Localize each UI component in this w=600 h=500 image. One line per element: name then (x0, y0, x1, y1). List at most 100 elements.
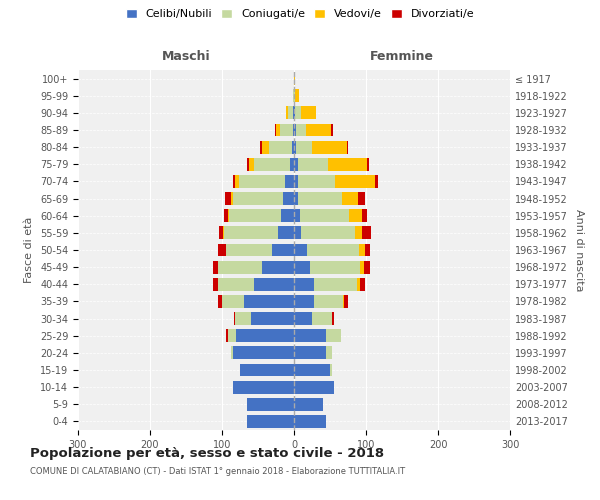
Bar (212, 260, 218, 274)
Bar (294, 312, 312, 325)
Bar (294, 106, 295, 120)
Bar (286, 106, 287, 120)
Bar (296, 124, 306, 136)
Bar (294, 244, 307, 256)
Bar (230, 192, 233, 205)
Bar (314, 278, 358, 290)
Bar (247, 415, 294, 428)
Bar (300, 210, 349, 222)
Bar (233, 312, 235, 325)
Bar (343, 295, 344, 308)
Bar (235, 312, 251, 325)
Bar (294, 226, 301, 239)
Bar (298, 175, 335, 188)
Bar (294, 295, 314, 308)
Bar (262, 140, 269, 153)
Bar (294, 175, 298, 188)
Bar (275, 124, 276, 136)
Bar (269, 140, 292, 153)
Bar (301, 106, 316, 120)
Bar (226, 244, 272, 256)
Bar (294, 72, 295, 85)
Bar (296, 140, 312, 153)
Bar (235, 175, 239, 188)
Bar (331, 124, 333, 136)
Bar (294, 140, 296, 153)
Bar (332, 312, 334, 325)
Bar (218, 244, 226, 256)
Bar (358, 278, 359, 290)
Y-axis label: Anni di nascita: Anni di nascita (574, 209, 584, 291)
Bar (224, 210, 228, 222)
Bar (233, 192, 283, 205)
Bar (358, 192, 365, 205)
Bar (212, 278, 218, 290)
Bar (362, 226, 371, 239)
Bar (294, 90, 295, 102)
Bar (223, 226, 224, 239)
Bar (298, 158, 328, 170)
Bar (254, 278, 294, 290)
Bar (301, 226, 355, 239)
Bar (230, 346, 233, 360)
Bar (294, 380, 334, 394)
Bar (233, 175, 235, 188)
Bar (294, 364, 330, 376)
Bar (312, 140, 347, 153)
Bar (218, 278, 254, 290)
Bar (294, 346, 326, 360)
Bar (287, 106, 293, 120)
Bar (222, 295, 244, 308)
Bar (280, 124, 293, 136)
Bar (254, 158, 290, 170)
Bar (294, 124, 296, 136)
Bar (349, 210, 362, 222)
Bar (365, 244, 370, 256)
Bar (306, 124, 331, 136)
Bar (226, 330, 228, 342)
Bar (326, 346, 332, 360)
Bar (295, 90, 299, 102)
Bar (294, 278, 314, 290)
Bar (360, 260, 364, 274)
Bar (312, 312, 332, 325)
Bar (294, 330, 326, 342)
Bar (247, 158, 248, 170)
Bar (239, 175, 286, 188)
Bar (219, 226, 223, 239)
Text: COMUNE DI CALATABIANO (CT) - Dati ISTAT 1° gennaio 2018 - Elaborazione TUTTITALI: COMUNE DI CALATABIANO (CT) - Dati ISTAT … (30, 468, 405, 476)
Bar (326, 330, 341, 342)
Bar (294, 158, 298, 170)
Bar (240, 364, 294, 376)
Y-axis label: Fasce di età: Fasce di età (25, 217, 34, 283)
Bar (236, 330, 294, 342)
Text: Femmine: Femmine (370, 50, 434, 63)
Bar (228, 210, 229, 222)
Bar (344, 295, 348, 308)
Bar (262, 260, 294, 274)
Bar (298, 192, 342, 205)
Bar (359, 278, 365, 290)
Bar (283, 192, 294, 205)
Bar (278, 226, 294, 239)
Bar (218, 295, 222, 308)
Bar (362, 210, 367, 222)
Text: Popolazione per età, sesso e stato civile - 2018: Popolazione per età, sesso e stato civil… (30, 448, 384, 460)
Bar (218, 260, 262, 274)
Bar (364, 260, 370, 274)
Bar (260, 140, 262, 153)
Bar (224, 226, 278, 239)
Bar (295, 106, 301, 120)
Bar (286, 175, 294, 188)
Bar (228, 330, 236, 342)
Bar (342, 192, 358, 205)
Bar (355, 226, 362, 239)
Bar (307, 244, 359, 256)
Bar (293, 90, 294, 102)
Bar (359, 244, 365, 256)
Bar (328, 158, 367, 170)
Bar (281, 210, 294, 222)
Bar (330, 364, 332, 376)
Bar (247, 398, 294, 410)
Bar (294, 192, 298, 205)
